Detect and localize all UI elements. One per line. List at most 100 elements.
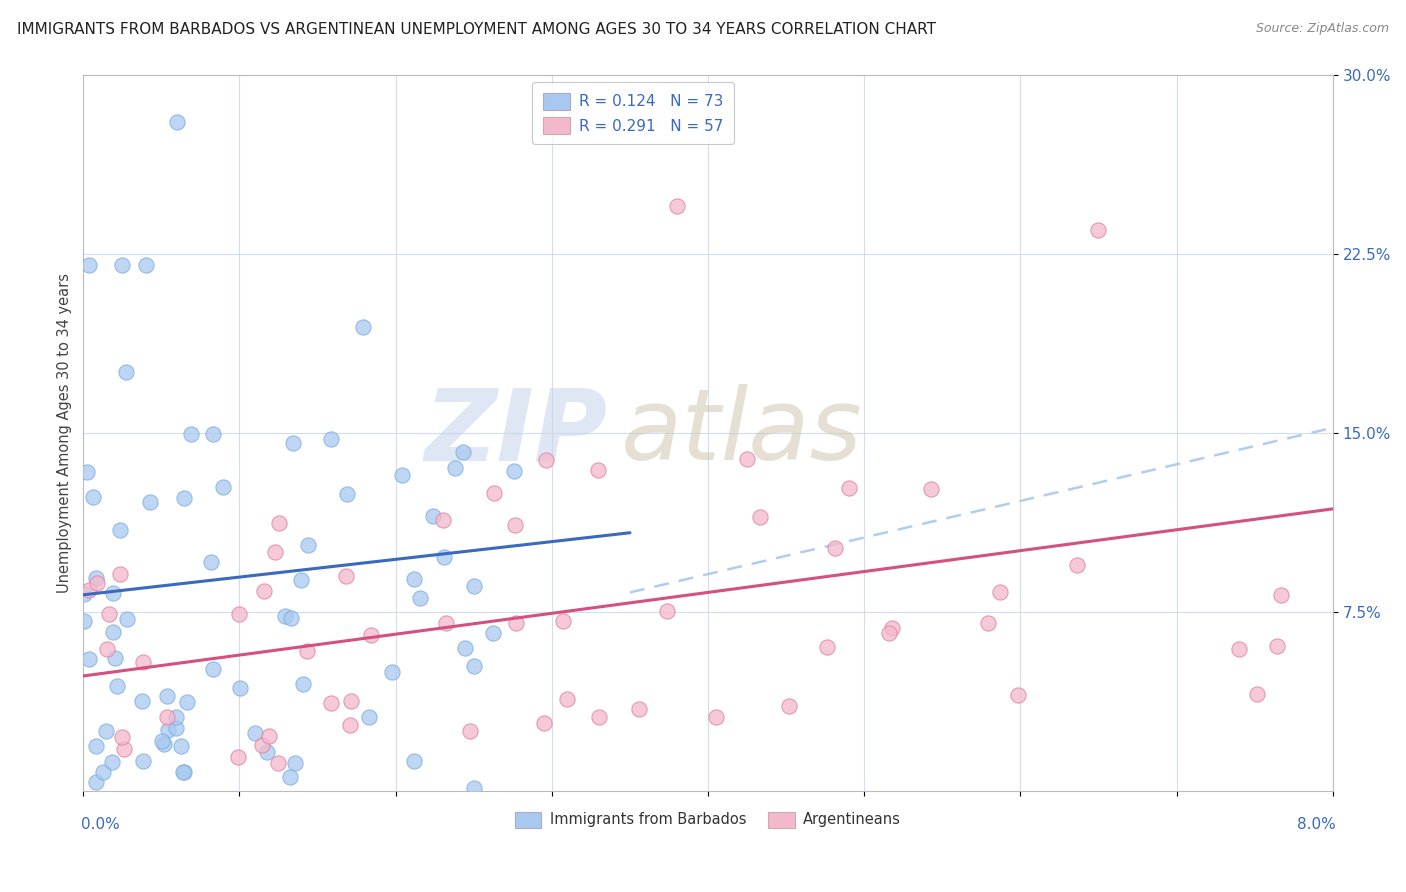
Point	[256, 745, 278, 759]
Point	[295, 644, 318, 658]
Text: IMMIGRANTS FROM BARBADOS VS ARGENTINEAN UNEMPLOYMENT AMONG AGES 30 TO 34 YEARS C: IMMIGRANTS FROM BARBADOS VS ARGENTINEAN …	[17, 22, 936, 37]
Point	[86, 576, 108, 591]
Point	[360, 628, 382, 642]
Point	[463, 658, 485, 673]
Point	[150, 734, 173, 748]
Point	[77, 259, 100, 273]
Point	[267, 756, 290, 770]
Point	[321, 696, 343, 710]
Point	[402, 572, 425, 586]
Point	[505, 615, 527, 630]
Point	[443, 461, 465, 475]
Point	[749, 509, 772, 524]
Point	[433, 549, 456, 564]
Point	[352, 320, 374, 334]
Point	[838, 481, 860, 495]
Point	[76, 465, 98, 479]
Point	[96, 724, 118, 739]
Point	[555, 691, 578, 706]
Point	[920, 482, 942, 496]
Point	[108, 523, 131, 537]
Point	[176, 695, 198, 709]
Point	[157, 723, 180, 737]
Point	[211, 480, 233, 494]
Point	[463, 780, 485, 795]
Point	[290, 573, 312, 587]
Text: 0.0%: 0.0%	[80, 817, 120, 832]
Point	[381, 665, 404, 680]
Point	[173, 765, 195, 780]
Point	[264, 545, 287, 559]
Text: 8.0%: 8.0%	[1296, 817, 1336, 832]
Point	[482, 486, 505, 500]
Point	[101, 624, 124, 639]
Point	[553, 614, 575, 628]
Point	[96, 641, 118, 656]
Point	[257, 729, 280, 743]
Point	[84, 775, 107, 789]
Point	[111, 730, 134, 744]
Point	[201, 662, 224, 676]
Point	[1227, 642, 1250, 657]
Point	[115, 365, 138, 379]
Point	[269, 516, 291, 530]
Point	[132, 655, 155, 669]
Point	[108, 566, 131, 581]
Point	[278, 770, 301, 784]
Point	[110, 259, 132, 273]
Point	[339, 694, 361, 708]
Point	[458, 723, 481, 738]
Point	[77, 652, 100, 666]
Point	[131, 694, 153, 708]
Point	[588, 710, 610, 724]
Point	[84, 571, 107, 585]
Point	[735, 452, 758, 467]
Point	[880, 620, 903, 634]
Point	[503, 518, 526, 533]
Point	[463, 579, 485, 593]
Point	[1087, 222, 1109, 236]
Point	[156, 689, 179, 703]
Point	[1270, 588, 1292, 602]
Point	[319, 432, 342, 446]
Point	[402, 754, 425, 768]
Point	[138, 494, 160, 508]
Point	[502, 464, 524, 478]
Point	[73, 587, 96, 601]
Point	[453, 641, 475, 656]
Point	[229, 681, 252, 695]
Point	[628, 701, 651, 715]
Point	[988, 585, 1011, 599]
Point	[250, 738, 273, 752]
Point	[135, 259, 157, 273]
Point	[534, 453, 557, 467]
Point	[170, 739, 193, 754]
Text: ZIP: ZIP	[425, 384, 607, 481]
Point	[84, 739, 107, 753]
Point	[91, 764, 114, 779]
Point	[200, 556, 222, 570]
Point	[153, 737, 176, 751]
Point	[98, 607, 121, 621]
Point	[706, 710, 728, 724]
Point	[173, 491, 195, 505]
Point	[432, 513, 454, 527]
Point	[434, 616, 457, 631]
Point	[156, 710, 179, 724]
Point	[253, 584, 276, 599]
Text: Source: ZipAtlas.com: Source: ZipAtlas.com	[1256, 22, 1389, 36]
Point	[422, 508, 444, 523]
Point	[586, 463, 609, 477]
Point	[336, 487, 359, 501]
Point	[879, 625, 901, 640]
Point	[335, 568, 357, 582]
Point	[1007, 688, 1029, 702]
Point	[1066, 558, 1088, 573]
Point	[77, 582, 100, 597]
Point	[243, 725, 266, 739]
Y-axis label: Unemployment Among Ages 30 to 34 years: Unemployment Among Ages 30 to 34 years	[58, 273, 72, 592]
Point	[778, 699, 800, 714]
Point	[657, 603, 679, 617]
Point	[533, 716, 555, 731]
Point	[665, 199, 688, 213]
